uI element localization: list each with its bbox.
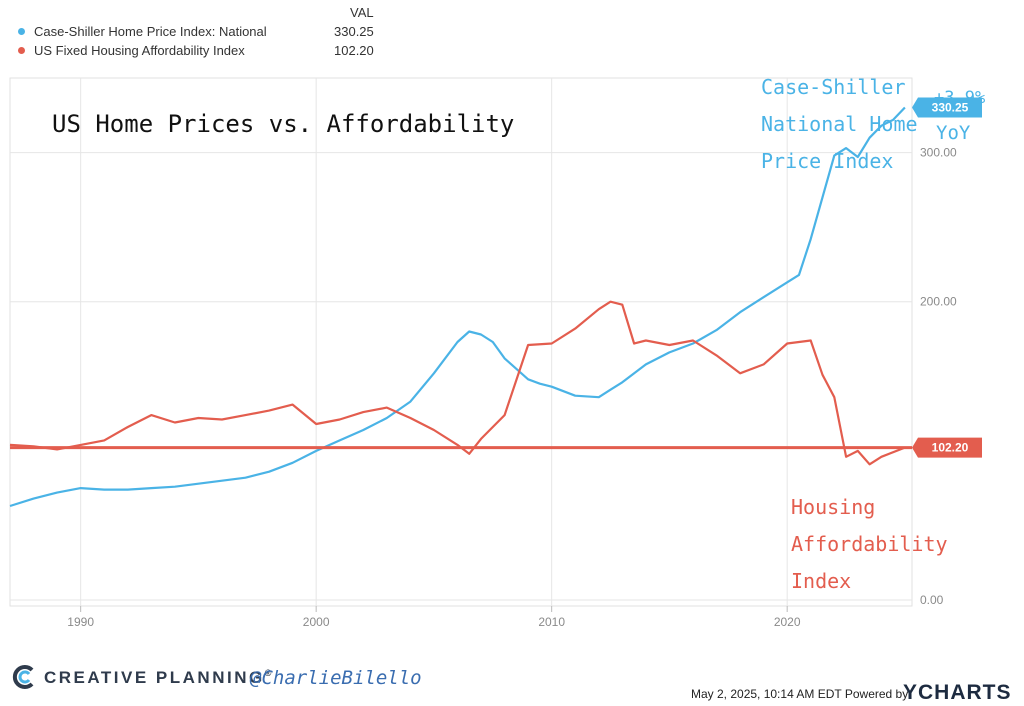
yoy-annotation-line2: YoY	[936, 122, 971, 144]
legend-item-affordability[interactable]: US Fixed Housing Affordability Index	[18, 43, 245, 58]
case-shiller-annotation-line1: Case-Shiller	[761, 75, 906, 99]
brand-registered-mark: ®	[264, 668, 272, 678]
ycharts-logo[interactable]: YCHARTS	[903, 681, 1012, 704]
case-shiller-value-marker: 330.25	[912, 97, 982, 118]
author-handle[interactable]: @CharlieBilello	[250, 667, 422, 689]
case-shiller-annotation-line3: Price Index	[761, 149, 894, 173]
legend-value-header: VAL	[350, 5, 374, 20]
x-tick-label: 2020	[774, 615, 801, 629]
plot-area	[9, 77, 913, 607]
marker-label: 330.25	[932, 100, 969, 114]
affordability-value-marker: 102.20	[912, 437, 982, 458]
legend-dot	[18, 47, 25, 54]
case-shiller-annotation-line2: National Home	[761, 112, 918, 136]
marker-label: 102.20	[932, 441, 969, 455]
timestamp-credit: May 2, 2025, 10:14 AM EDT Powered by	[691, 687, 909, 701]
brand-wordmark: CREATIVE PLANNING®	[44, 668, 271, 688]
x-tick-label: 2000	[303, 615, 330, 629]
marker-bg	[912, 437, 982, 458]
grid	[10, 78, 912, 612]
affordability-line[interactable]	[9, 300, 906, 466]
affordability-annotation-line3: Index	[791, 569, 852, 593]
y-tick-label: 300.00	[920, 146, 957, 160]
chart-title: US Home Prices vs. Affordability	[52, 110, 515, 138]
legend-value: 102.20	[334, 43, 374, 58]
creative-planning-logo-icon	[12, 665, 34, 689]
y-tick-label: 200.00	[920, 295, 957, 309]
legend-item-case-shiller[interactable]: Case-Shiller Home Price Index: National	[18, 24, 267, 39]
legend-label: US Fixed Housing Affordability Index	[34, 43, 245, 58]
legend-dot	[18, 28, 25, 35]
x-tick-label: 2010	[538, 615, 565, 629]
legend-label: Case-Shiller Home Price Index: National	[34, 24, 267, 39]
legend-value: 330.25	[334, 24, 374, 39]
x-tick-label: 1990	[67, 615, 94, 629]
value-markers: 330.25 102.20	[912, 97, 982, 458]
yoy-annotation-line1: +3.9%	[934, 88, 986, 108]
affordability-annotation-line1: Housing	[791, 495, 876, 519]
case-shiller-line[interactable]	[9, 106, 906, 508]
marker-bg	[912, 97, 982, 118]
series-layer	[9, 106, 912, 508]
y-tick-label: 0.00	[920, 593, 944, 607]
affordability-annotation-line2: Affordability	[791, 532, 948, 556]
axis-ticks: 0.00 200.00 300.00 1990 2000 2010 2020	[67, 146, 957, 629]
brand-name: CREATIVE PLANNING	[44, 668, 265, 687]
